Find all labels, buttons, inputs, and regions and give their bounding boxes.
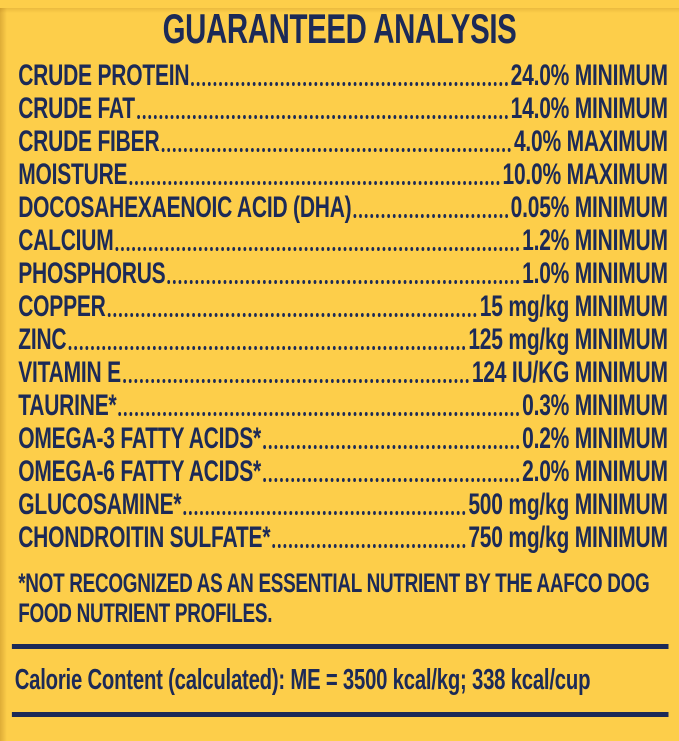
nutrient-name: COPPER: [18, 290, 106, 323]
aafco-footnote: *NOT RECOGNIZED AS AN ESSENTIAL NUTRIENT…: [0, 568, 679, 628]
nutrient-value: 0.2% MINIMUM: [522, 422, 668, 455]
dotted-leader: [191, 82, 508, 86]
nutrient-row: MOISTURE 10.0% MAXIMUM: [18, 158, 668, 191]
nutrient-name: MOISTURE: [18, 158, 128, 191]
dotted-leader: [167, 280, 520, 284]
nutrient-value: 500 mg/kg MINIMUM: [468, 488, 668, 521]
nutrient-value: 14.0% MINIMUM: [510, 92, 668, 125]
dotted-leader: [272, 544, 466, 548]
nutrient-name: TAURINE*: [18, 389, 117, 422]
nutrient-value: 15 mg/kg MINIMUM: [479, 290, 668, 323]
nutrient-name: DOCOSAHEXAENOIC ACID (DHA): [18, 191, 352, 224]
nutrient-row: CRUDE PROTEIN 24.0% MINIMUM: [18, 59, 668, 92]
nutrient-value: 24.0% MINIMUM: [510, 59, 668, 92]
dotted-leader: [353, 214, 508, 218]
nutrient-row: CHONDROITIN SULFATE* 750 mg/kg MINIMUM: [18, 521, 668, 554]
dotted-leader: [129, 181, 500, 185]
footnote-line-2: FOOD NUTRIENT PROFILES.: [18, 598, 273, 628]
nutrient-row: ZINC 125 mg/kg MINIMUM: [18, 323, 668, 356]
nutrient-row: VITAMIN E 124 IU/KG MINIMUM: [18, 356, 668, 389]
nutrient-value: 2.0% MINIMUM: [522, 455, 668, 488]
guaranteed-analysis-label: GUARANTEED ANALYSIS CRUDE PROTEIN 24.0% …: [0, 8, 679, 717]
nutrient-list: CRUDE PROTEIN 24.0% MINIMUM CRUDE FAT 14…: [0, 59, 679, 554]
calorie-content-value: ME = 3500 kcal/kg; 338 kcal/cup: [290, 664, 591, 696]
nutrient-name: CHONDROITIN SULFATE*: [18, 521, 271, 554]
divider-bottom: [11, 712, 669, 717]
dotted-leader: [123, 379, 470, 383]
dotted-leader: [115, 247, 520, 251]
divider-top: [11, 644, 669, 649]
dotted-leader: [118, 412, 520, 416]
nutrient-name: CALCIUM: [18, 224, 114, 257]
nutrient-value: 0.3% MINIMUM: [522, 389, 668, 422]
calorie-content-line: Calorie Content (calculated): ME = 3500 …: [0, 660, 679, 701]
nutrient-name: OMEGA-6 FATTY ACIDS*: [18, 455, 261, 488]
nutrient-name: PHOSPHORUS: [18, 257, 166, 290]
nutrient-value: 1.2% MINIMUM: [522, 224, 668, 257]
nutrient-name: GLUCOSAMINE*: [18, 488, 182, 521]
nutrient-value: 10.0% MAXIMUM: [502, 158, 668, 191]
nutrient-row: PHOSPHORUS 1.0% MINIMUM: [18, 257, 668, 290]
calorie-content-label: Calorie Content (calculated):: [14, 664, 285, 696]
nutrient-row: OMEGA-3 FATTY ACIDS* 0.2% MINIMUM: [18, 422, 668, 455]
dotted-leader: [183, 511, 466, 515]
nutrient-name: OMEGA-3 FATTY ACIDS*: [18, 422, 261, 455]
dotted-leader: [107, 313, 477, 317]
dotted-leader: [137, 115, 508, 119]
nutrient-value: 750 mg/kg MINIMUM: [468, 521, 668, 554]
footnote-line-1: *NOT RECOGNIZED AS AN ESSENTIAL NUTRIENT…: [18, 568, 650, 598]
nutrient-row: CALCIUM 1.2% MINIMUM: [18, 224, 668, 257]
nutrient-name: ZINC: [18, 323, 67, 356]
dotted-leader: [68, 346, 466, 350]
nutrient-row: OMEGA-6 FATTY ACIDS* 2.0% MINIMUM: [18, 455, 668, 488]
nutrient-row: COPPER 15 mg/kg MINIMUM: [18, 290, 668, 323]
nutrient-value: 4.0% MAXIMUM: [513, 125, 668, 158]
nutrient-name: CRUDE FAT: [18, 92, 135, 125]
nutrient-name: CRUDE PROTEIN: [18, 59, 190, 92]
dotted-leader: [263, 445, 520, 449]
nutrient-row: GLUCOSAMINE* 500 mg/kg MINIMUM: [18, 488, 668, 521]
nutrient-row: TAURINE* 0.3% MINIMUM: [18, 389, 668, 422]
dotted-leader: [263, 478, 520, 482]
nutrient-row: CRUDE FAT 14.0% MINIMUM: [18, 92, 668, 125]
nutrient-value: 0.05% MINIMUM: [510, 191, 668, 224]
nutrient-name: VITAMIN E: [18, 356, 121, 389]
nutrient-value: 125 mg/kg MINIMUM: [468, 323, 668, 356]
nutrient-row: CRUDE FIBER 4.0% MAXIMUM: [18, 125, 668, 158]
nutrient-value: 1.0% MINIMUM: [522, 257, 668, 290]
nutrient-value: 124 IU/KG MINIMUM: [471, 356, 668, 389]
label-title: GUARANTEED ANALYSIS: [162, 5, 517, 52]
nutrient-name: CRUDE FIBER: [18, 125, 160, 158]
nutrient-row: DOCOSAHEXAENOIC ACID (DHA) 0.05% MINIMUM: [18, 191, 668, 224]
dotted-leader: [161, 148, 512, 152]
